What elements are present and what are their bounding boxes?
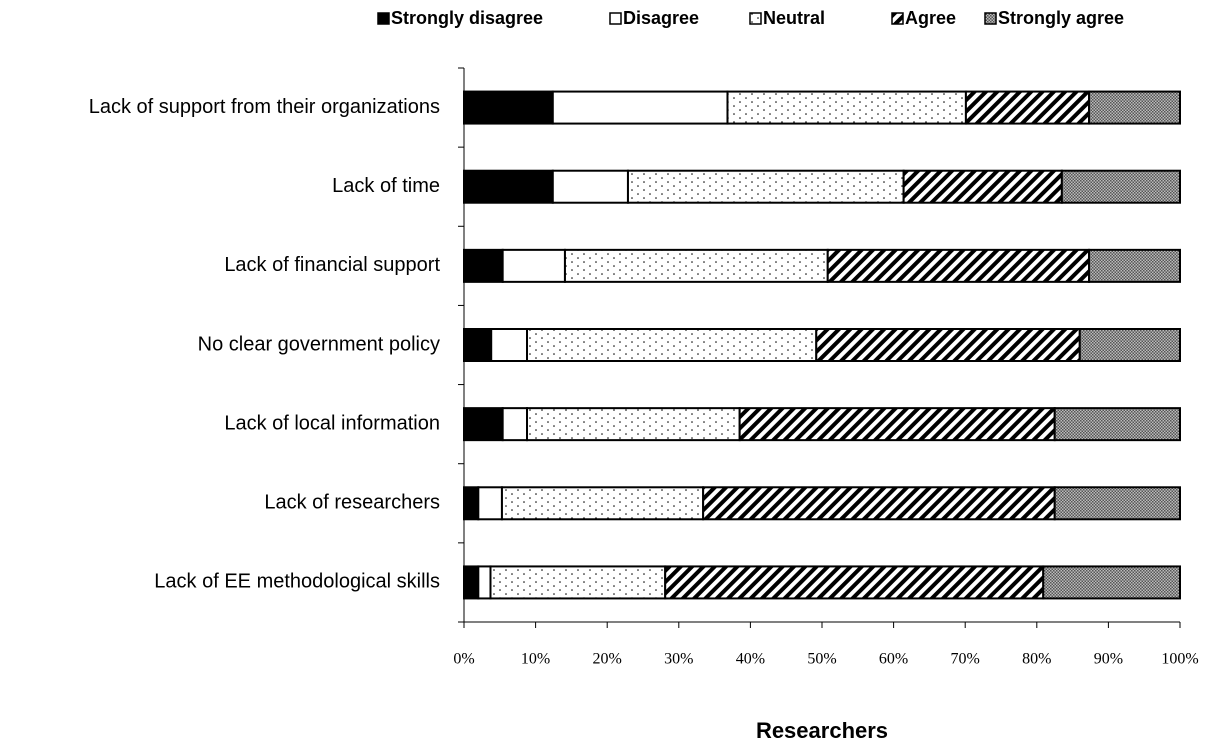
legend-swatch	[749, 12, 762, 25]
bar-segment	[526, 407, 741, 442]
bar-segment	[501, 248, 566, 283]
bar-segment	[726, 90, 967, 125]
bar-segment	[490, 328, 529, 362]
bar-segment	[1078, 328, 1182, 362]
x-tick-label: 40%	[736, 651, 765, 668]
bar-segment	[489, 565, 667, 600]
legend-label: Strongly disagree	[391, 8, 543, 28]
x-tick-label: 50%	[807, 651, 836, 668]
bar-segment	[902, 169, 1063, 204]
bar-segment	[826, 248, 1091, 283]
bar-segment	[463, 90, 554, 125]
bar-segment	[551, 90, 729, 125]
bar-segment	[1053, 407, 1181, 442]
bar-segment	[1042, 565, 1182, 600]
legend-label: Neutral	[763, 8, 825, 28]
bar-segment	[738, 407, 1056, 442]
bar-segment	[501, 407, 529, 442]
bar-segment	[1088, 248, 1181, 283]
bar-segment	[551, 169, 629, 204]
x-tick-label: 90%	[1094, 651, 1123, 668]
bar-segment	[500, 486, 705, 521]
category-label: Lack of researchers	[264, 492, 440, 514]
x-tick-label: 100%	[1161, 651, 1198, 668]
bar-segment	[626, 169, 905, 204]
bar-segment	[563, 248, 829, 283]
x-tick-label: 30%	[664, 651, 693, 668]
x-tick-label: 60%	[879, 651, 908, 668]
category-label: Lack of local information	[224, 412, 440, 434]
category-label: Lack of support from their organizations	[89, 96, 440, 118]
x-tick-label: 20%	[593, 651, 622, 668]
x-tick-label: 80%	[1022, 651, 1051, 668]
category-label: No clear government policy	[198, 333, 440, 355]
category-label: Lack of EE methodological skills	[154, 571, 440, 593]
legend-label: Strongly agree	[998, 8, 1124, 28]
bar-segment	[1053, 486, 1181, 521]
category-label: Lack of financial support	[224, 254, 440, 276]
bar-segment	[463, 407, 504, 442]
bar-segment	[1060, 169, 1181, 204]
bar-segment	[477, 486, 503, 521]
bar-segment	[964, 90, 1091, 125]
legend-swatch	[984, 12, 997, 25]
bar-segment	[526, 328, 818, 362]
legend-label: Disagree	[623, 8, 699, 28]
legend-swatch	[377, 12, 390, 25]
bar-segment	[463, 169, 554, 204]
legend-swatch	[609, 12, 622, 25]
x-tick-label: 0%	[453, 651, 474, 668]
bar-segment	[463, 565, 480, 600]
bar-segment	[463, 486, 480, 521]
x-axis-label: Researchers	[756, 718, 888, 743]
bar-segment	[702, 486, 1056, 521]
legend-swatch	[891, 12, 904, 25]
x-tick-label: 10%	[521, 651, 550, 668]
bar-segment	[664, 565, 1045, 600]
bar-segment	[477, 565, 492, 600]
legend-label: Agree	[905, 8, 956, 28]
bar-segment	[1088, 90, 1181, 125]
bar-segment	[815, 328, 1081, 362]
x-tick-label: 70%	[951, 651, 980, 668]
category-label: Lack of time	[332, 175, 440, 197]
bar-segment	[463, 248, 504, 283]
bar-segment	[463, 328, 493, 362]
